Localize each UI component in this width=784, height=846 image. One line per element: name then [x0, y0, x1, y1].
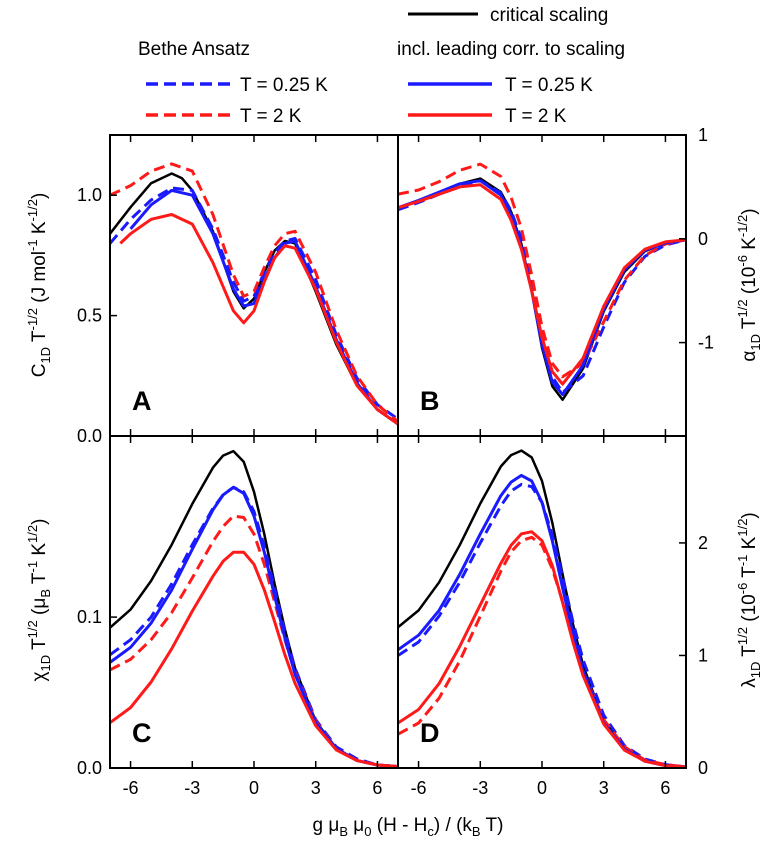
series-line-a-bethe-2	[110, 162, 398, 423]
y-axis-title-b: α1D T1/2 (10-6 K-1/2)	[735, 208, 763, 361]
series-line-c-corr-0.25	[110, 485, 398, 768]
panel-letter-d: D	[420, 718, 440, 748]
panel-letter-a: A	[132, 386, 152, 416]
series-line-a-corr-0.25	[129, 188, 398, 426]
panel-a: 0.0 0.5 1.0 A	[77, 134, 399, 446]
panel-letter-b: B	[420, 386, 440, 416]
y-tick-label-a: 0.5	[77, 306, 102, 326]
x-tick-label-c: 3	[311, 778, 321, 798]
panel-b-series	[398, 162, 686, 401]
legend-bethe-2-label: T = 2 K	[240, 106, 302, 127]
panel-b-frame	[397, 134, 687, 437]
series-line-b-bethe-2	[398, 162, 686, 379]
x-tick-label-d: -6	[411, 778, 427, 798]
series-line-a-corr-2	[119, 213, 398, 426]
legend-bethe-header: Bethe Ansatz	[138, 39, 250, 60]
series-line-b-bethe-0.25	[398, 179, 686, 394]
x-axis-title: g μB μ0 (H - Hc) / (kB T)	[313, 815, 504, 839]
y-tick-label-d: 2	[698, 533, 708, 553]
legend-corr-header: incl. leading corr. to scaling	[397, 39, 625, 60]
series-line-d-bethe-0.25	[398, 482, 686, 768]
x-tick-label-c: 0	[249, 778, 259, 798]
series-line-d-corr-2	[398, 530, 686, 768]
x-tick-label-c: -6	[123, 778, 139, 798]
y-axis-title-d: λ1D T1/2 (10-6 T-1 K1/2)	[735, 512, 763, 688]
panel-c-frame	[109, 435, 399, 769]
series-line-b-critical	[398, 177, 686, 401]
x-tick-label-c: 6	[372, 778, 382, 798]
series-line-a-critical	[110, 172, 398, 426]
legend-corr-2-label: T = 2 K	[505, 106, 567, 127]
series-line-c-bethe-2	[110, 514, 398, 768]
series-line-b-corr-0.25	[398, 179, 686, 396]
series-line-c-corr-2	[110, 550, 398, 768]
panel-b: -1 0 1 B	[397, 125, 714, 437]
x-tick-label-d: 6	[660, 778, 670, 798]
legend-bethe-025-label: T = 0.25 K	[240, 75, 328, 96]
y-tick-label-c: 0.0	[77, 758, 102, 778]
legend-critical-label: critical scaling	[490, 5, 608, 26]
series-line-c-bethe-0.25	[110, 485, 398, 768]
panel-d: -6 -3 0 3 6 0 1 2 D	[397, 435, 708, 798]
legend-corr-025-label: T = 0.25 K	[505, 75, 593, 96]
x-tick-label-c: -3	[184, 778, 200, 798]
legend: critical scaling Bethe Ansatz incl. lead…	[138, 5, 625, 127]
y-tick-label-a: 1.0	[77, 185, 102, 205]
y-tick-label-d: 0	[698, 758, 708, 778]
series-line-d-bethe-2	[398, 535, 686, 768]
panel-c-series	[110, 449, 398, 768]
y-axis-title-c: χ1D T1/2 (μB T-1 K1/2)	[25, 519, 53, 682]
series-line-c-critical	[110, 449, 398, 768]
panel-letter-c: C	[132, 718, 152, 748]
x-tick-label-d: -3	[472, 778, 488, 798]
y-tick-label-b: 0	[698, 229, 708, 249]
x-tick-label-d: 3	[599, 778, 609, 798]
y-tick-label-c: 0.1	[77, 607, 102, 627]
panel-a-series	[110, 162, 398, 426]
y-axis-title-a: C1D T-1/2 (J mol-1 K-1/2)	[25, 193, 53, 378]
y-tick-label-a: 0.0	[77, 426, 102, 446]
panel-c: -6 -3 0 3 6 0.0 0.1 C	[77, 435, 399, 798]
y-tick-label-d: 1	[698, 645, 708, 665]
series-line-a-bethe-0.25	[110, 186, 398, 421]
panel-d-series	[398, 449, 686, 768]
panel-a-frame	[109, 134, 399, 437]
series-line-d-corr-0.25	[398, 473, 686, 768]
y-tick-label-b: 1	[698, 125, 708, 145]
series-line-b-corr-2	[398, 183, 686, 386]
y-tick-label-b: -1	[698, 333, 714, 353]
x-tick-label-d: 0	[537, 778, 547, 798]
panels: 0.0 0.5 1.0 A -1 0 1 B -6 -3 0 3 6 0.0 0.1 C -6 -3 0 3 6 0 1 2 D	[77, 125, 714, 798]
